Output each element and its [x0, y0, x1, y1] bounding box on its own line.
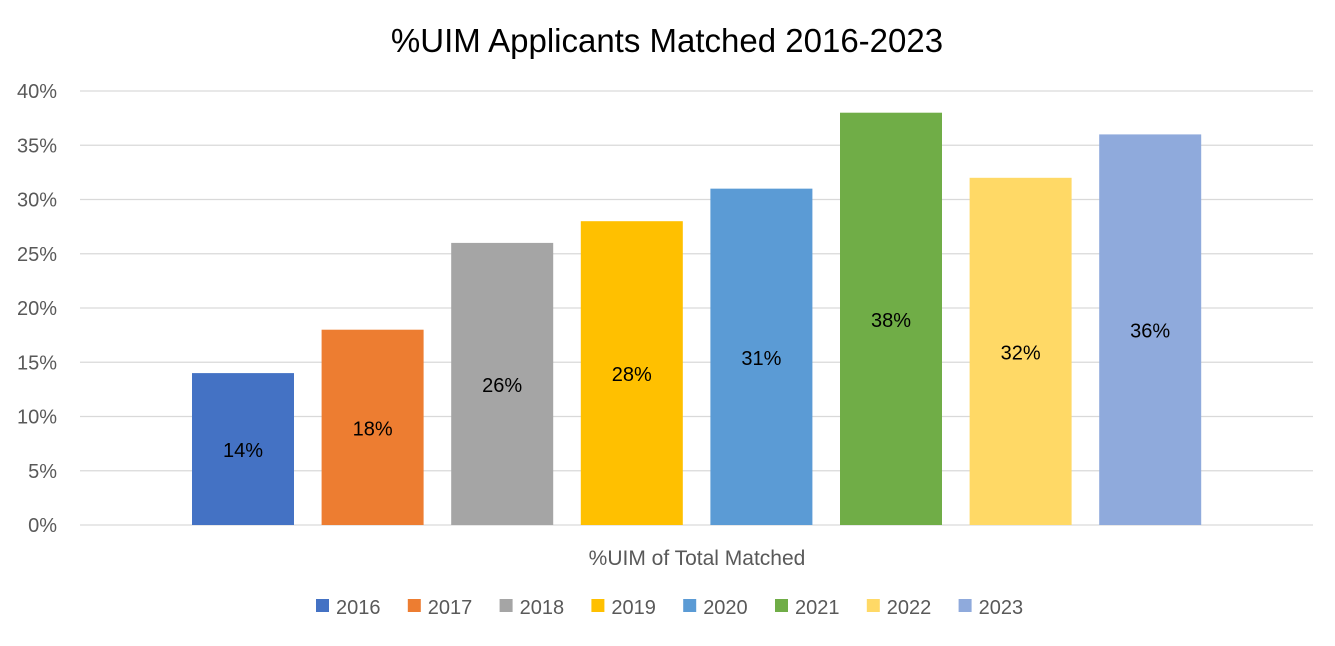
data-label-2018: 26% — [482, 375, 522, 397]
y-tick-label: 20% — [17, 298, 57, 320]
legend-label-2022: 2022 — [887, 597, 932, 619]
bar-2020 — [710, 188, 813, 525]
legend-swatch-2019 — [591, 599, 605, 612]
legend-label-2016: 2016 — [336, 597, 381, 619]
legend-label-2017: 2017 — [428, 597, 473, 619]
legend-swatch-2022 — [866, 599, 880, 612]
bar-2017 — [321, 329, 424, 525]
bar-2016 — [192, 373, 294, 525]
y-tick-label: 30% — [17, 190, 57, 212]
legend-label-2020: 2020 — [703, 597, 748, 619]
data-label-2021: 38% — [871, 310, 911, 332]
bars — [192, 112, 1202, 526]
legend-swatch-2020 — [683, 599, 697, 612]
y-tick-label: 0% — [28, 515, 57, 537]
legend-swatch-2017 — [407, 599, 421, 612]
legend: 2016 2017 2018 2019 2020 2021 2022 2023 — [316, 597, 1023, 619]
data-label-2019: 28% — [612, 364, 652, 386]
bar-2022 — [969, 177, 1072, 526]
chart-title: %UIM Applicants Matched 2016-2023 — [391, 22, 943, 59]
bar-2018 — [451, 242, 554, 525]
bar-2021 — [840, 112, 942, 525]
legend-label-2019: 2019 — [611, 597, 656, 619]
y-tick-label: 25% — [17, 244, 57, 266]
legend-swatch-2018 — [499, 599, 513, 612]
y-tick-label: 35% — [17, 135, 57, 157]
legend-label-2018: 2018 — [520, 597, 565, 619]
legend-label-2023: 2023 — [979, 597, 1024, 619]
legend-swatch-2016 — [316, 599, 329, 612]
data-label-2022: 32% — [1001, 342, 1041, 364]
y-axis-ticks: 0% 5% 10% 15% 20% 25% 30% 35% 40% — [17, 81, 57, 537]
data-label-2016: 14% — [223, 440, 263, 462]
legend-label-2021: 2021 — [795, 597, 840, 619]
data-labels: 14% 18% 26% 28% 31% 38% 32% 36% — [223, 310, 1170, 462]
y-tick-label: 15% — [17, 352, 57, 374]
data-label-2020: 31% — [741, 348, 781, 370]
legend-swatch-2021 — [775, 599, 788, 612]
y-tick-label: 40% — [17, 81, 57, 103]
bar-2023 — [1099, 134, 1202, 525]
bar-2019 — [580, 221, 683, 525]
x-axis-label: %UIM of Total Matched — [589, 547, 806, 570]
legend-swatch-2023 — [958, 599, 972, 612]
data-label-2017: 18% — [353, 418, 393, 440]
data-label-2023: 36% — [1130, 321, 1170, 343]
y-tick-label: 10% — [17, 407, 57, 429]
y-tick-label: 5% — [28, 461, 57, 483]
